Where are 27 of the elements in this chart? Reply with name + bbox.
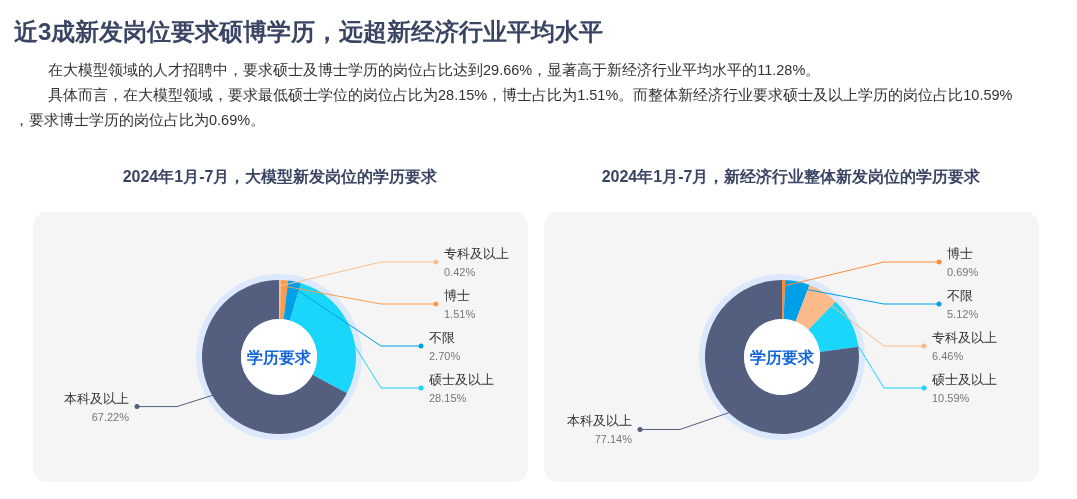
slice-label: 本科及以上: [64, 390, 129, 406]
text: 在大模型领域的人才招聘中，要求硕士及博士学历的岗位占比达到29.66%，显著高于新经济行业平均水平的11.28%。: [48, 62, 821, 78]
slice-label: 硕士及以上: [428, 372, 494, 387]
chart-title: 2024年1月-7月，大模型新发岗位的学历要求: [122, 168, 439, 185]
chart-title: 2024年1月-7月，新经济行业整体新发岗位的学历要求: [601, 168, 982, 185]
slice-label: 本科及以上: [567, 413, 632, 429]
data-label: 67.22%: [91, 410, 130, 423]
data-label: 77.14%: [594, 433, 633, 446]
slice-label: 硕士及以上: [931, 372, 997, 387]
text: 学历要求: [750, 349, 815, 366]
slice-label: 不限: [429, 330, 455, 345]
data-label: 28.15%: [429, 392, 467, 404]
text: 具体而言，在大模型领域，要求最低硕士学位的岗位占比为28.15%，博士占比为1.51%。而整体新经济行业要求硕士及以上学历的岗位占比10.59%，要求博士学历的岗位占比为0.69%。: [14, 87, 1013, 128]
slice-label: 不限: [947, 288, 973, 303]
slice-label: 专科及以上: [444, 246, 509, 261]
data-label: 0.69%: [947, 266, 979, 278]
slice-label: 专科及以上: [932, 330, 997, 345]
data-label: 0.42%: [444, 266, 476, 278]
slice-label: 博士: [947, 246, 973, 261]
data-label: 1.51%: [444, 308, 476, 320]
data-label: 6.46%: [932, 350, 964, 362]
data-label: 2.70%: [429, 350, 461, 362]
data-label: 5.12%: [947, 308, 979, 320]
data-label: 10.59%: [932, 392, 970, 404]
slice-label: 博士: [444, 288, 470, 303]
text: 近3成新发岗位要求硕博学历，远超新经济行业平均水平: [14, 18, 604, 45]
text: 学历要求: [247, 349, 312, 366]
